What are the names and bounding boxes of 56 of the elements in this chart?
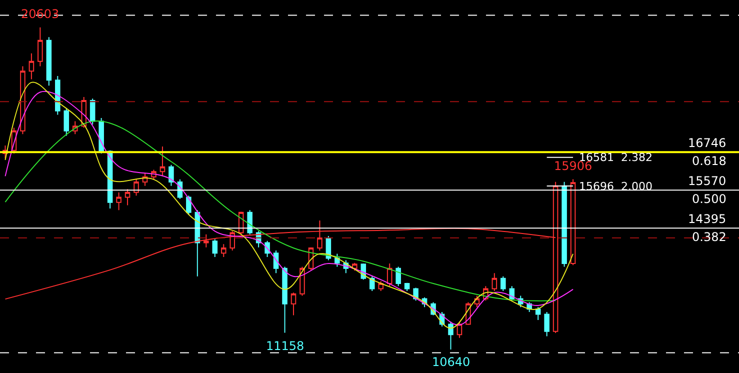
candlestick [290,292,296,316]
candlestick [160,146,166,177]
candlestick [212,238,218,258]
candlestick [98,118,104,154]
candlestick [300,266,305,296]
candlestick [378,280,384,292]
candlestick [28,52,34,80]
candlestick [194,210,200,277]
annotation: 20603 [21,7,60,21]
candlestick [81,96,86,128]
candlestick [64,108,70,136]
candlestick [404,282,410,292]
ref-line-label: 14395 [688,212,726,226]
candlestick [151,169,156,180]
candlestick [509,286,515,302]
candlestick [474,295,480,308]
candlestick [570,178,576,266]
candlestick [352,262,358,272]
candlestick [11,127,17,154]
annotation: 0.500 [692,192,726,206]
candlestick [168,164,174,186]
ref-line-label: 16746 [688,136,726,150]
candlestick [386,262,392,287]
candlestick [396,266,401,287]
candlestick [2,144,8,159]
candlestick [466,302,471,326]
ref-line-label: 15570 [688,174,726,188]
candlestick [562,181,567,268]
annotation: 0.618 [692,154,726,168]
ref-line-label: 15696 2.000 [579,180,652,193]
candlestick [282,266,288,334]
annotation: 10640 [432,355,470,369]
candlestick [369,276,375,292]
candlestick [220,244,226,258]
candlestick [247,210,252,235]
candlestick [500,276,506,292]
candlestick [20,66,26,135]
annotation: 11158 [266,339,304,353]
candlestick [204,234,209,248]
candlestick [230,230,235,252]
candlestick [116,192,122,211]
candlestick [308,246,314,270]
candlestick [492,272,498,292]
candlestick [72,120,78,135]
candlestick [55,75,60,116]
candlestick [142,172,148,186]
candlestick [483,286,488,302]
candlestick [456,321,462,338]
candlestick [38,26,43,67]
annotation: 0.382 [692,230,726,244]
candlestick [186,195,192,216]
candlestick [544,311,550,337]
candlestick [448,321,454,350]
candlestick [46,36,52,86]
candlestick [134,178,139,196]
candlestick [124,188,130,206]
